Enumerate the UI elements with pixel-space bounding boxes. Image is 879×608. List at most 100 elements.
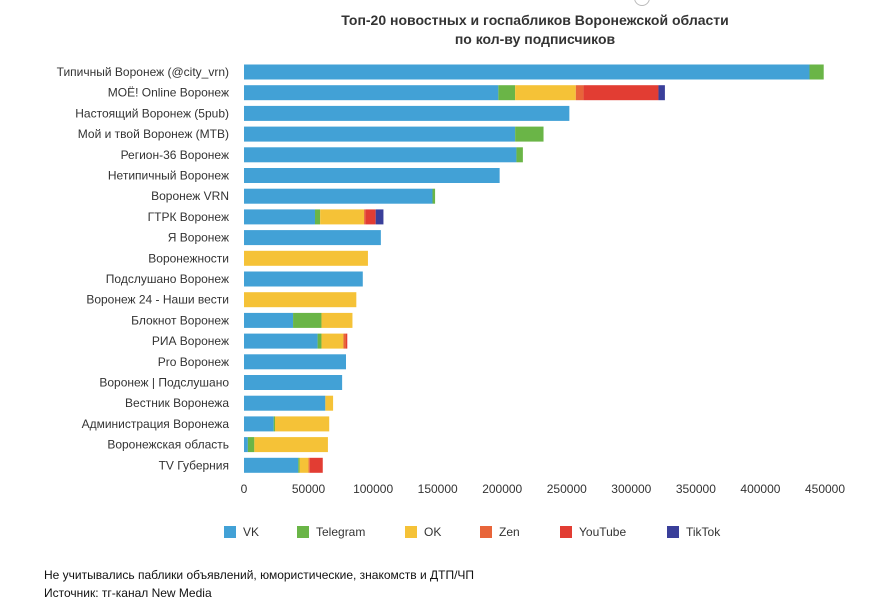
bar-segment-youtube	[583, 85, 659, 101]
bar-segment-telegram	[293, 312, 322, 328]
x-tick-label: 200000	[482, 482, 522, 496]
bar-segment-vk	[244, 354, 346, 370]
bar-segment-ok	[299, 457, 309, 473]
bar-segment-zen	[575, 85, 584, 101]
bar-segment-vk	[244, 147, 517, 163]
bar-segment-vk	[244, 437, 248, 453]
bar-segment-telegram	[432, 188, 436, 204]
bar-segment-vk	[244, 230, 381, 246]
category-labels: Типичный Воронеж (@city_vrn) МОЁ! Online …	[57, 65, 230, 472]
bar-segment-vk	[244, 271, 363, 287]
bar-segment-tiktok	[658, 85, 665, 101]
bar-segment-telegram	[273, 416, 275, 432]
legend[interactable]: VK Telegram OK Zen YouTube TikTok	[224, 525, 721, 539]
category-label: МОЁ! Online Воронеж	[108, 86, 229, 100]
category-label: Воронежности	[148, 251, 229, 265]
x-tick-label: 300000	[611, 482, 651, 496]
footnote-exclusions: Не учитывались паблики объявлений, юмори…	[44, 568, 475, 582]
bar-segment-vk	[244, 105, 570, 121]
bar-segment-vk	[244, 457, 299, 473]
bar-segment-ok	[254, 437, 328, 453]
bar-segment-ok	[244, 250, 368, 266]
legend-swatch-telegram[interactable]	[297, 526, 309, 538]
bar-segment-telegram	[515, 126, 544, 142]
bar-segment-vk	[244, 312, 294, 328]
category-label: Воронежская область	[107, 438, 229, 452]
bar-segment-vk	[244, 416, 274, 432]
bar-segment-ok	[325, 395, 334, 411]
bar-segment-vk	[244, 375, 343, 390]
category-label: Регион-36 Воронеж	[121, 148, 229, 162]
chart-title-line-1: Топ-20 новостных и госпабликов Воронежск…	[341, 12, 729, 28]
category-label: ГТРК Воронеж	[148, 210, 229, 224]
bar-segment-telegram	[317, 333, 322, 349]
bar-segment-vk	[244, 209, 316, 225]
category-label: Pro Воронеж	[158, 355, 229, 369]
bar-segment-vk	[244, 126, 516, 142]
x-tick-label: 0	[241, 482, 248, 496]
legend-swatch-tiktok[interactable]	[667, 526, 679, 538]
bar-segment-zen	[343, 333, 346, 349]
bar-segment-zen	[364, 209, 366, 225]
bar-segment-youtube	[345, 333, 348, 349]
chart-title-line-2: по кол-ву подписчиков	[455, 31, 616, 47]
x-tick-label: 250000	[547, 482, 587, 496]
category-label: Вестник Воронежа	[125, 396, 229, 410]
legend-label-telegram[interactable]: Telegram	[316, 525, 365, 539]
legend-label-vk[interactable]: VK	[243, 525, 259, 539]
category-label: Воронеж VRN	[151, 189, 229, 203]
category-label: Блокнот Воронеж	[131, 313, 229, 327]
category-label: РИА Воронеж	[152, 334, 229, 348]
bar-segment-telegram	[498, 85, 516, 101]
category-label: Я Воронеж	[168, 231, 229, 245]
bar-segment-ok	[274, 416, 330, 432]
category-label: Настоящий Воронеж (5pub)	[75, 106, 229, 120]
bar-segment-vk	[244, 333, 318, 349]
bar-segment-zen	[308, 457, 310, 473]
bar-segment-tiktok	[375, 209, 384, 225]
category-label: Нетипичный Воронеж	[108, 169, 229, 183]
legend-swatch-vk[interactable]	[224, 526, 236, 538]
legend-label-youtube[interactable]: YouTube	[579, 525, 626, 539]
legend-label-tiktok[interactable]: TikTok	[686, 525, 721, 539]
category-label: TV Губерния	[159, 458, 229, 472]
footnote-source: Источник: тг-канал New Media	[44, 586, 212, 600]
category-label: Воронеж 24 - Наши вести	[86, 293, 229, 307]
bar-segment-vk	[244, 188, 433, 204]
bar-segment-vk	[244, 64, 810, 80]
bar-segment-vk	[244, 168, 500, 183]
chart-title: Топ-20 новостных и госпабликов Воронежск…	[341, 12, 729, 47]
bar-segment-telegram	[516, 147, 523, 163]
legend-swatch-ok[interactable]	[405, 526, 417, 538]
x-tick-label: 100000	[353, 482, 393, 496]
category-label: Воронеж | Подслушано	[99, 376, 229, 390]
category-label: Администрация Воронежа	[82, 417, 230, 431]
legend-label-zen[interactable]: Zen	[499, 525, 520, 539]
x-axis-ticks: 0 50000 100000 150000 200000 250000 300000 3500…	[241, 482, 846, 496]
bar-segment-telegram	[315, 209, 321, 225]
legend-label-ok[interactable]: OK	[424, 525, 441, 539]
bar-segment-vk	[244, 395, 326, 411]
bar-segment-telegram	[247, 437, 255, 453]
bar-segment-ok	[321, 333, 344, 349]
category-label: Мой и твой Воронеж (МТВ)	[78, 127, 229, 141]
bar-segment-ok	[244, 292, 357, 308]
bar-segment-telegram	[298, 457, 300, 473]
x-tick-label: 150000	[418, 482, 458, 496]
x-tick-label: 350000	[676, 482, 716, 496]
bar-segment-ok	[515, 85, 576, 101]
bar-segment-ok	[320, 209, 365, 225]
bar-segment-vk	[244, 85, 499, 101]
bar-segment-telegram	[809, 64, 824, 80]
x-tick-label: 400000	[740, 482, 780, 496]
legend-swatch-zen[interactable]	[480, 526, 492, 538]
category-label: Подслушано Воронеж	[106, 272, 229, 286]
x-tick-label: 50000	[292, 482, 326, 496]
x-tick-label: 450000	[805, 482, 845, 496]
category-label: Типичный Воронеж (@city_vrn)	[57, 65, 229, 79]
bar-segment-ok	[321, 312, 353, 328]
legend-swatch-youtube[interactable]	[560, 526, 572, 538]
bar-segment-youtube	[365, 209, 376, 225]
bars	[244, 64, 824, 473]
